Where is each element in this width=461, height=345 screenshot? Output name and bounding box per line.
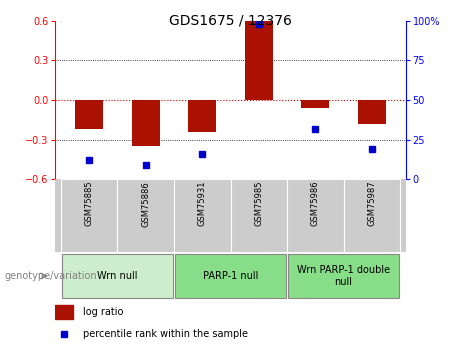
Text: GSM75885: GSM75885 <box>85 181 94 226</box>
Bar <box>245 21 273 100</box>
Bar <box>55 305 73 319</box>
Text: GSM75985: GSM75985 <box>254 181 263 226</box>
Bar <box>288 254 399 298</box>
Text: GSM75986: GSM75986 <box>311 181 320 226</box>
Text: Wrn PARP-1 double
null: Wrn PARP-1 double null <box>297 265 390 287</box>
Bar <box>75 100 103 129</box>
Bar <box>174 179 230 252</box>
Text: GSM75886: GSM75886 <box>141 181 150 227</box>
Text: GSM75987: GSM75987 <box>367 181 376 226</box>
Bar <box>175 254 286 298</box>
Bar <box>131 100 160 146</box>
Bar <box>287 179 343 252</box>
Text: log ratio: log ratio <box>83 307 124 317</box>
Bar <box>343 179 400 252</box>
Text: percentile rank within the sample: percentile rank within the sample <box>83 329 248 339</box>
Bar <box>301 100 330 108</box>
Text: genotype/variation: genotype/variation <box>5 271 97 281</box>
Text: Wrn null: Wrn null <box>97 271 138 281</box>
Bar <box>188 100 216 132</box>
Text: GDS1675 / 12376: GDS1675 / 12376 <box>169 14 292 28</box>
Bar <box>62 254 173 298</box>
Text: GSM75931: GSM75931 <box>198 181 207 226</box>
Bar <box>358 100 386 124</box>
Bar <box>61 179 118 252</box>
Bar <box>230 179 287 252</box>
Text: PARP-1 null: PARP-1 null <box>203 271 258 281</box>
Bar <box>118 179 174 252</box>
